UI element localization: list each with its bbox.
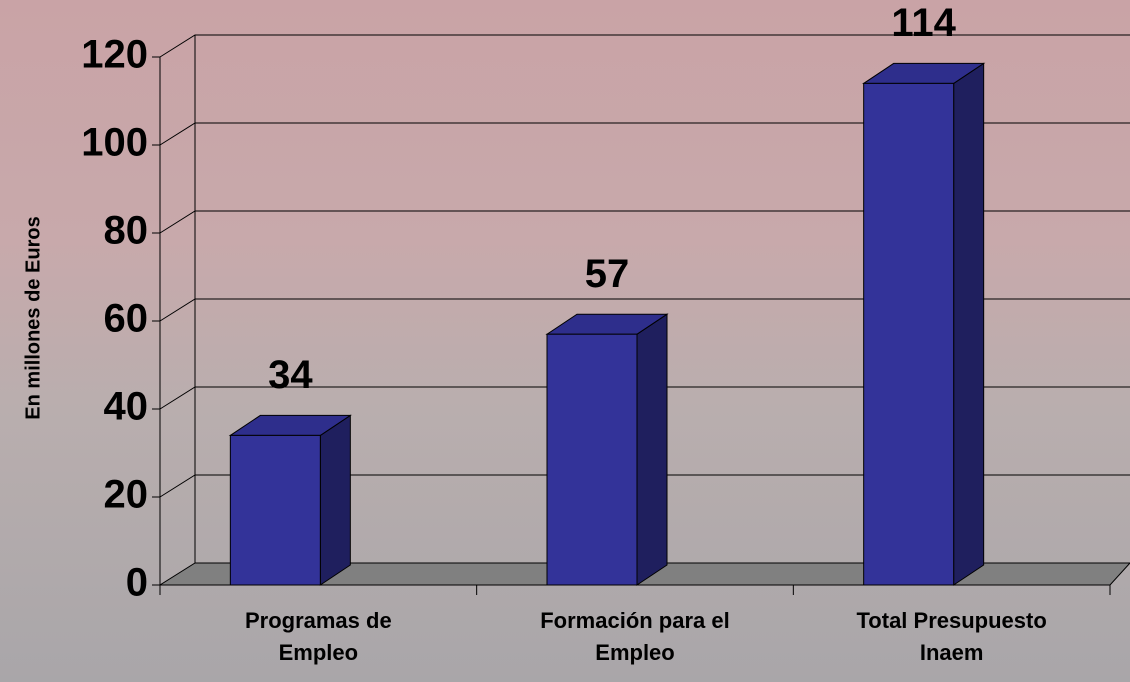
grid-line: [160, 35, 1130, 57]
x-tick-label: Programas de Empleo: [168, 605, 468, 669]
y-tick-label: 40: [104, 385, 149, 429]
y-tick-label: 80: [104, 209, 149, 253]
y-tick-label: 0: [126, 561, 148, 605]
y-tick-label: 100: [81, 121, 148, 165]
bar: [230, 435, 320, 585]
bar-side: [637, 314, 667, 585]
bar-side: [954, 63, 984, 585]
x-tick-label: Total Presupuesto Inaem: [802, 605, 1102, 669]
y-axis-label: En millones de Euros: [22, 216, 44, 419]
value-label: 114: [891, 1, 956, 45]
x-tick-label: Formación para el Empleo: [485, 605, 785, 669]
bar-side: [320, 415, 350, 585]
y-tick-label: 20: [104, 473, 149, 517]
y-tick-label: 60: [104, 297, 149, 341]
grid-line: [160, 211, 1130, 233]
value-label: 57: [585, 252, 630, 296]
y-tick-label: 120: [81, 33, 148, 77]
bar: [864, 83, 954, 585]
chart-svg: En millones de Euros 0 20 40 60 80 100 120 34 57…: [0, 0, 1130, 682]
grid-line: [160, 123, 1130, 145]
bar: [547, 334, 637, 585]
value-label: 34: [268, 353, 313, 397]
chart: En millones de Euros 0 20 40 60 80 100 120 34 57…: [0, 0, 1130, 682]
